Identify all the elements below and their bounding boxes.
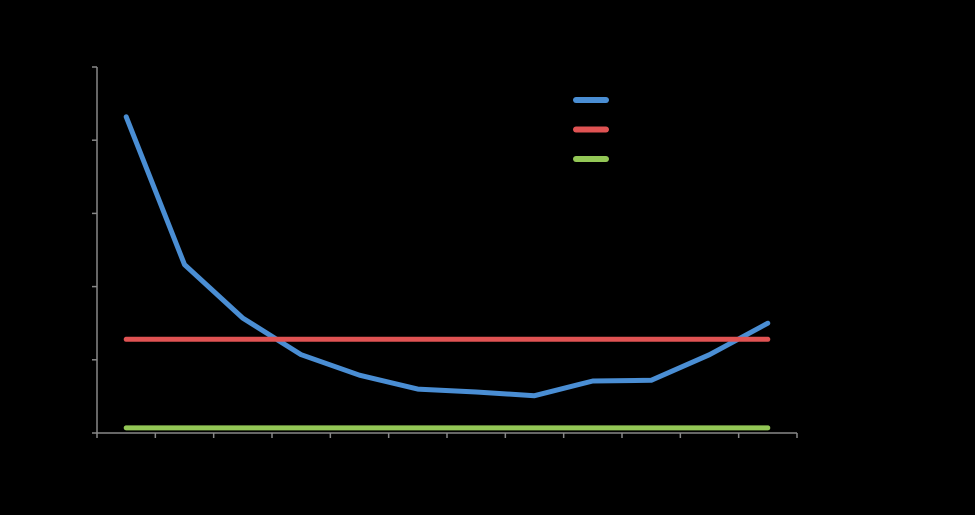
series-line [123, 114, 771, 399]
